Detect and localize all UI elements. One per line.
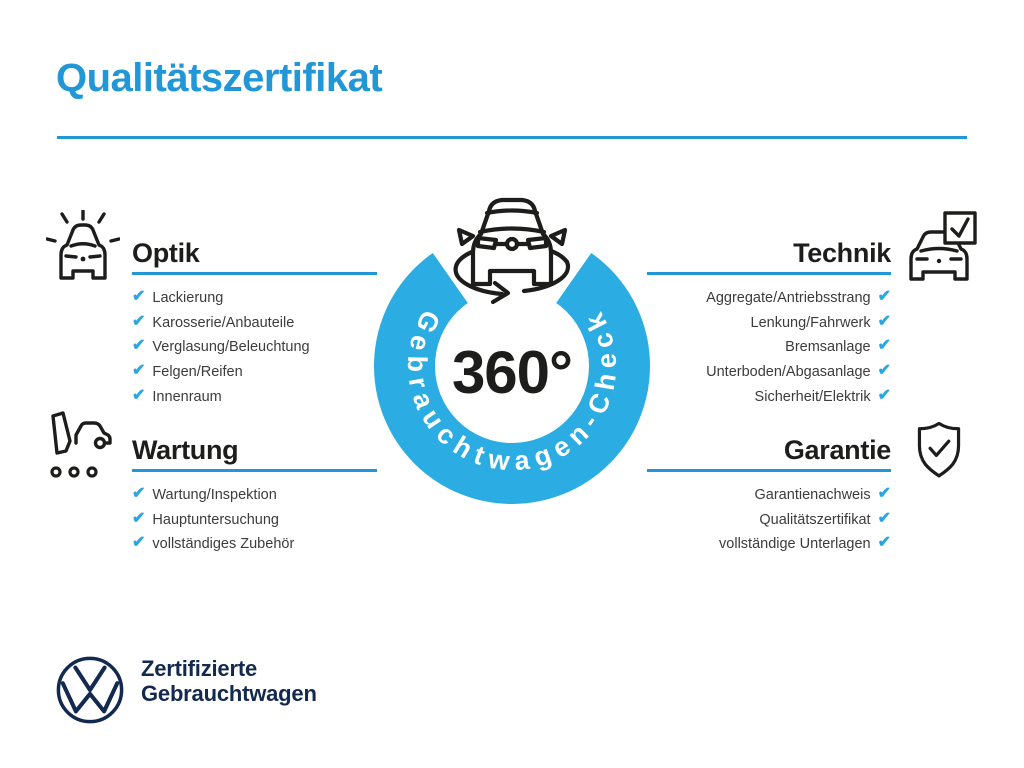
section-wartung-header: Wartung [132,435,239,465]
check-item: ✔ Lackierung [132,286,310,311]
check-item: ✔ Felgen/Reifen [132,360,310,385]
check-icon: ✔ [877,485,891,503]
ring-notch [397,202,627,366]
check-item: vollständige Unterlagen ✔ [500,532,891,557]
check-icon: ✔ [132,312,146,330]
brand-line1: Zertifizierte [141,656,257,681]
vw-logo [56,656,124,724]
item-label: vollständiges Zubehör [152,536,295,553]
car-checkbox-icon [909,211,977,281]
check-item: ✔ Karosserie/Anbauteile [132,311,310,336]
360-check-badge: Gebrauchtwagen-Check 360° [374,197,650,504]
optik-underline [132,272,377,275]
item-label: Unterboden/Abgasanlage [706,364,871,381]
item-label: Verglasung/Beleuchtung [152,339,310,356]
item-label: Felgen/Reifen [152,364,243,381]
check-icon: ✔ [132,337,146,355]
check-item: ✔ vollständiges Zubehör [132,532,294,557]
check-item: Lenkung/Fahrwerk ✔ [500,311,892,336]
check-icon: ✔ [877,534,891,552]
check-item: ✔ Innenraum [132,384,310,409]
car-rotation-icon [453,197,571,305]
check-item: ✔ Hauptuntersuchung [132,508,294,533]
check-icon: ✔ [132,485,146,503]
wartung-items: ✔ Wartung/Inspektion ✔ Hauptuntersuchung ✔… [132,483,294,557]
garantie-underline [647,469,891,472]
check-item: Sicherheit/Elektrik ✔ [500,384,891,409]
check-icon: ✔ [132,534,146,552]
item-label: vollständige Unterlagen [719,536,871,553]
brand-line2: Gebrauchtwagen [141,681,317,706]
item-label: Hauptuntersuchung [152,511,279,528]
check-icon: ✔ [877,362,891,380]
check-icon: ✔ [132,509,146,527]
item-label: Qualitätszertifikat [759,511,871,528]
check-item: ✔ Verglasung/Beleuchtung [132,335,310,360]
section-optik-header: Optik [132,238,200,268]
check-icon: ✔ [877,337,891,355]
check-icon: ✔ [132,362,146,380]
item-label: Lackierung [152,290,224,307]
item-label: Sicherheit/Elektrik [754,388,871,405]
check-item: Qualitätszertifikat ✔ [500,508,891,533]
item-label: Bremsanlage [785,339,871,356]
item-label: Lenkung/Fahrwerk [750,314,871,331]
wartung-underline [132,469,377,472]
brand-text: Zertifizierte Gebrauchtwagen [141,656,317,706]
check-item: ✔ Wartung/Inspektion [132,483,294,508]
degrees-label: 360° [452,339,572,406]
technik-underline [647,272,891,275]
item-label: Aggregate/Antriebsstrang [706,290,871,307]
check-item: Unterboden/Abgasanlage ✔ [500,360,891,385]
technik-items: Aggregate/Antriebsstrang ✔ Lenkung/Fahrwe… [500,286,891,409]
check-icon: ✔ [132,288,146,306]
item-label: Karosserie/Anbauteile [152,314,295,331]
pencil-checklist-car-icon [50,411,112,478]
optik-items: ✔ Lackierung ✔ Karosserie/Anbauteile ✔ Verg… [132,286,310,409]
section-technik-header: Technik [793,238,891,268]
shield-check-icon [917,421,961,478]
check-item: Bremsanlage ✔ [500,335,891,360]
item-label: Garantienachweis [754,487,871,504]
check-item: Garantienachweis ✔ [500,483,891,508]
page-title: Qualitätszertifikat [56,56,383,100]
check-item: Aggregate/Antriebsstrang ✔ [500,286,891,311]
check-icon: ✔ [877,386,891,404]
item-label: Innenraum [152,388,222,405]
check-icon: ✔ [132,386,146,404]
item-label: Wartung/Inspektion [152,487,277,504]
section-garantie-header: Garantie [783,435,891,465]
check-icon: ✔ [877,288,891,306]
check-icon: ✔ [877,312,891,330]
title-rule [57,136,967,139]
check-icon: ✔ [877,509,891,527]
sparkling-car-icon [46,210,120,280]
garantie-items: Garantienachweis ✔ Qualitätszertifikat ✔ v… [500,483,891,557]
